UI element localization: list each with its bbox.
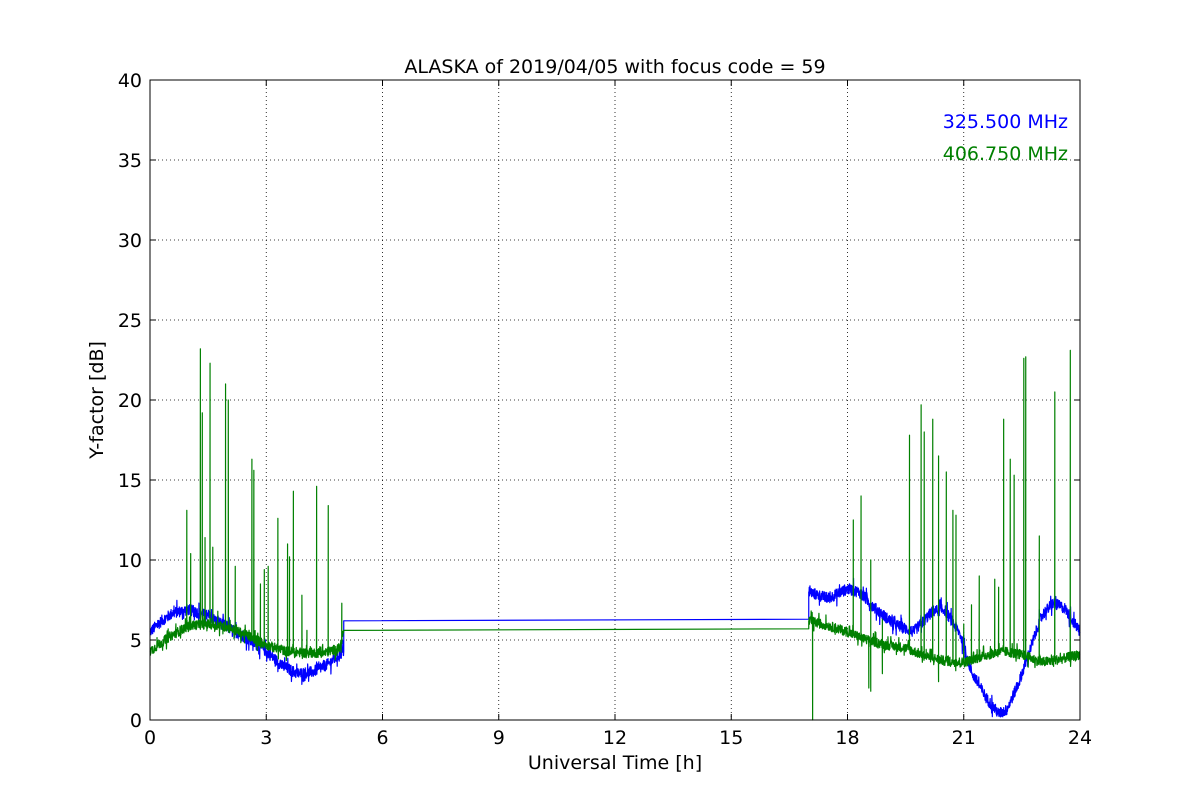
y-tick-label: 10 [118,550,142,572]
legend-entry-325-500-mhz: 325.500 MHz [943,111,1068,133]
grid-lines [150,80,1080,720]
y-tick-label: 5 [130,630,142,652]
series-layer [149,348,1081,721]
y-axis-label: Y-factor [dB] [86,341,108,460]
y-tick-label: 40 [118,70,142,92]
y-tick-label: 35 [118,150,142,172]
x-axis-label: Universal Time [h] [528,752,702,774]
x-tick-label: 9 [493,727,505,749]
y-tick-label: 0 [130,710,142,732]
x-tick-label: 21 [952,727,976,749]
y-tick-label: 30 [118,230,142,252]
x-tick-label: 12 [603,727,627,749]
y-tick-label: 20 [118,390,142,412]
x-tick-label: 15 [719,727,743,749]
x-tick-label: 0 [144,727,156,749]
x-tick-label: 6 [376,727,388,749]
legend-entry-406-750-mhz: 406.750 MHz [943,143,1068,165]
chart-title: ALASKA of 2019/04/05 with focus code = 5… [404,56,825,78]
series-line-325-500-mhz [149,577,1081,718]
x-tick-label: 24 [1068,727,1092,749]
series-line-406-750-mhz [149,348,1081,721]
y-tick-label: 15 [118,470,142,492]
y-tick-label: 25 [118,310,142,332]
axis-ticks: 0 3 6 9 12 15 18 21 24 0 5 10 15 20 25 30 35 40 [118,70,1092,749]
x-tick-label: 3 [260,727,272,749]
x-tick-label: 18 [835,727,859,749]
